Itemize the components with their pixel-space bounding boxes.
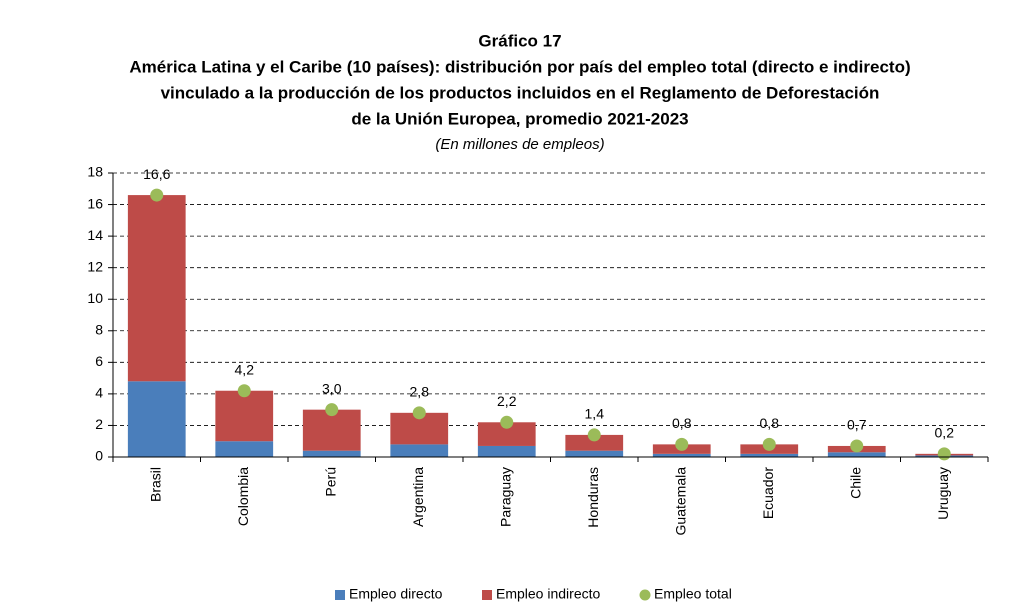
legend-swatch (639, 589, 651, 601)
x-tick-label: Argentina (410, 467, 426, 527)
x-tick-label: Chile (847, 467, 863, 499)
y-tick-label: 6 (95, 353, 103, 369)
chart-subtitle: vinculado a la producción de los product… (161, 83, 880, 102)
total-point (150, 188, 164, 202)
total-point (850, 439, 864, 453)
chart-note: (En millones de empleos) (435, 136, 604, 153)
y-tick-label: 14 (87, 227, 103, 243)
bar-segment (477, 422, 536, 446)
bar-segment (215, 441, 274, 457)
y-tick-label: 0 (95, 448, 103, 464)
y-tick-label: 16 (87, 195, 103, 211)
bar-segment (127, 381, 186, 457)
data-label: 0,2 (935, 425, 955, 441)
legend-label: Empleo indirecto (496, 586, 600, 602)
bar-segment (390, 444, 449, 457)
data-label: 0,8 (672, 415, 692, 431)
total-point (937, 447, 951, 461)
legend-label: Empleo directo (349, 586, 443, 602)
bar-segment (652, 453, 711, 457)
x-tick-label: Honduras (585, 467, 601, 528)
total-point (500, 415, 514, 429)
bar-segment (740, 453, 799, 457)
bar-segment (565, 450, 624, 457)
data-label: 4,2 (235, 361, 255, 377)
x-tick-label: Ecuador (760, 467, 776, 519)
data-label: 1,4 (585, 406, 605, 422)
x-tick-label: Colombia (235, 467, 251, 526)
data-label: 3,0 (322, 380, 342, 396)
data-label: 16,6 (143, 166, 170, 182)
x-tick-label: Guatemala (672, 467, 688, 536)
total-point (237, 384, 251, 398)
bar-segment (477, 445, 536, 457)
bar-segment (215, 390, 274, 442)
y-tick-label: 4 (95, 385, 103, 401)
y-tick-label: 10 (87, 290, 103, 306)
chart-subtitle: América Latina y el Caribe (10 países): … (129, 57, 910, 76)
bar-segment (302, 450, 361, 457)
legend-label: Empleo total (654, 586, 732, 602)
legend-swatch (482, 590, 492, 600)
chart-title: Gráfico 17 (478, 31, 561, 50)
total-point (587, 428, 601, 442)
total-point (675, 437, 689, 451)
x-tick-label: Uruguay (935, 467, 951, 520)
y-tick-label: 2 (95, 416, 103, 432)
data-label: 0,8 (760, 415, 780, 431)
bar-segment (827, 452, 886, 457)
y-tick-label: 18 (87, 164, 103, 180)
chart-subtitle: de la Unión Europea, promedio 2021-2023 (351, 109, 688, 128)
bar-segment (127, 195, 186, 382)
data-label: 0,7 (847, 417, 867, 433)
total-point (412, 406, 426, 420)
y-tick-label: 12 (87, 258, 103, 274)
total-point (325, 403, 339, 417)
legend-swatch (335, 590, 345, 600)
data-label: 2,2 (497, 393, 517, 409)
x-tick-label: Brasil (147, 467, 163, 502)
y-tick-label: 8 (95, 321, 103, 337)
bar-segment (565, 434, 624, 451)
total-point (762, 437, 776, 451)
x-tick-label: Perú (322, 467, 338, 497)
x-tick-label: Paraguay (497, 467, 513, 527)
data-label: 2,8 (410, 384, 430, 400)
bar-segment (302, 409, 361, 451)
